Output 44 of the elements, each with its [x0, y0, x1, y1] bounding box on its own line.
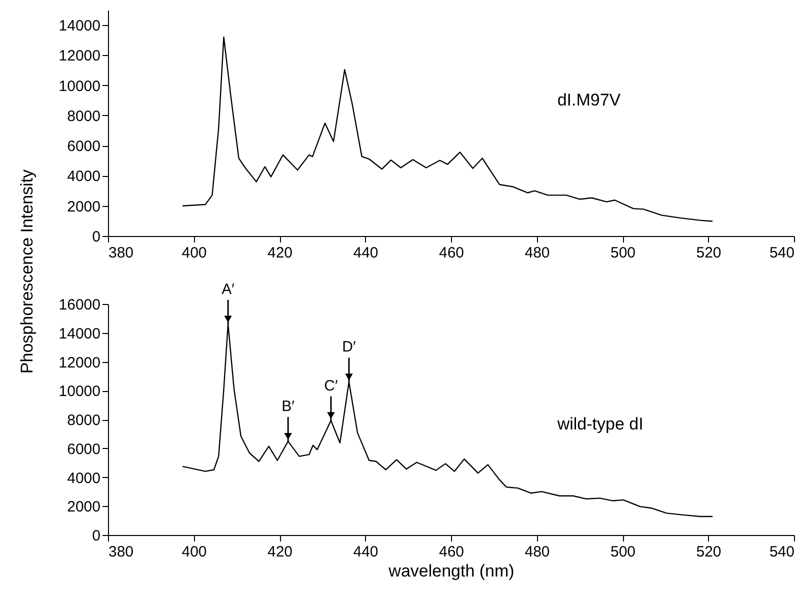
x-tick-label: 400 [182, 244, 207, 262]
y-tick-label: 10000 [58, 78, 100, 95]
y-tick-label: 0 [92, 528, 100, 544]
x-tick-label: 480 [524, 544, 550, 560]
y-tick-label: 8000 [67, 412, 100, 429]
y-tick-label: 0 [92, 228, 100, 246]
x-tick-label: 540 [769, 544, 794, 560]
x-tick-label: 500 [610, 544, 636, 560]
y-tick-label: 8000 [67, 108, 100, 125]
text: dI.M97V [557, 90, 622, 110]
x-tick-label: 540 [769, 244, 794, 262]
x-axis-title: wavelength (nm) [388, 562, 514, 580]
x-tick-label: 420 [267, 244, 293, 262]
annotation: A′ [222, 280, 235, 298]
x-tick-label: 480 [524, 244, 550, 262]
x-tick-label: 380 [108, 544, 134, 560]
x-tick-label: 440 [353, 544, 378, 560]
x-tick-label: 520 [696, 544, 722, 560]
y-tick-label: 14000 [58, 18, 100, 35]
y-axis-title: Phosphorescence Intensity [18, 168, 36, 374]
annotation: D′ [342, 338, 356, 356]
text: wild-type dI [556, 414, 644, 434]
y-tick-label: 6000 [67, 138, 100, 156]
x-tick-label: 460 [438, 544, 464, 560]
y-tick-label: 4000 [67, 470, 100, 487]
x-tick-label: 400 [182, 544, 207, 560]
x-tick-label: 520 [696, 244, 722, 262]
y-tick-label: 2000 [67, 498, 100, 516]
annotation: C′ [324, 377, 338, 394]
line-series [182, 36, 714, 222]
x-tick-label: 500 [610, 244, 636, 262]
annotation: B′ [282, 398, 295, 416]
x-tick-label: 460 [438, 244, 464, 262]
x-tick-label: 440 [353, 244, 378, 262]
y-tick-label: 12000 [58, 354, 100, 372]
y-tick-label: 2000 [67, 198, 100, 216]
y-tick-label: 4000 [67, 168, 100, 186]
x-tick-label: 420 [267, 544, 293, 560]
y-tick-label: 12000 [58, 48, 100, 65]
y-tick-label: 16000 [58, 296, 100, 314]
y-tick-label: 14000 [58, 325, 100, 342]
x-tick-label: 380 [108, 244, 134, 262]
y-tick-label: 6000 [67, 440, 100, 458]
y-tick-label: 10000 [58, 383, 100, 400]
